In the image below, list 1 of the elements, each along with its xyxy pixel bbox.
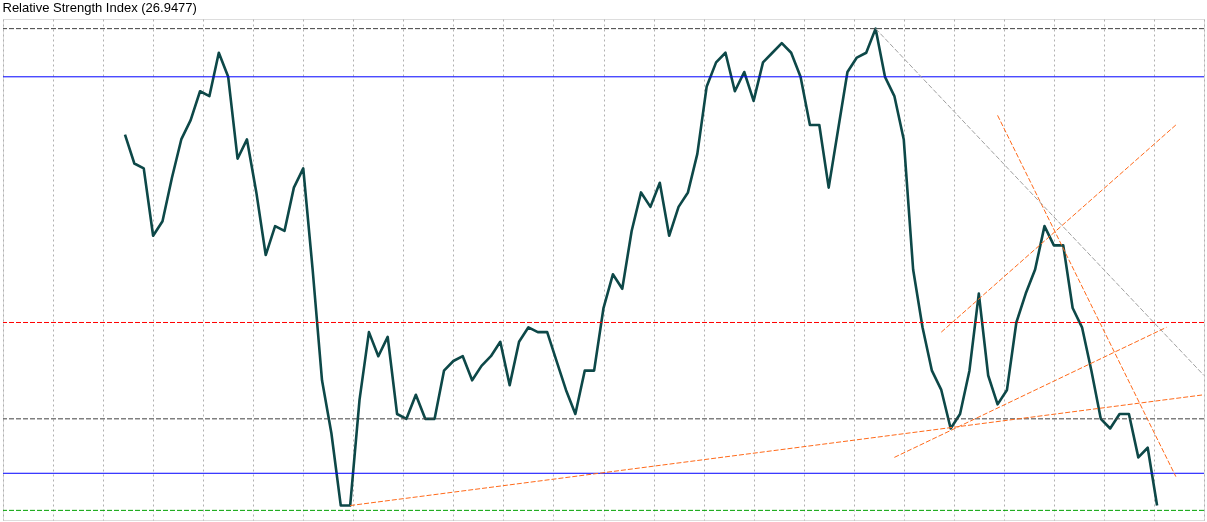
chart-title: Relative Strength Index (26.9477)	[2, 0, 197, 15]
